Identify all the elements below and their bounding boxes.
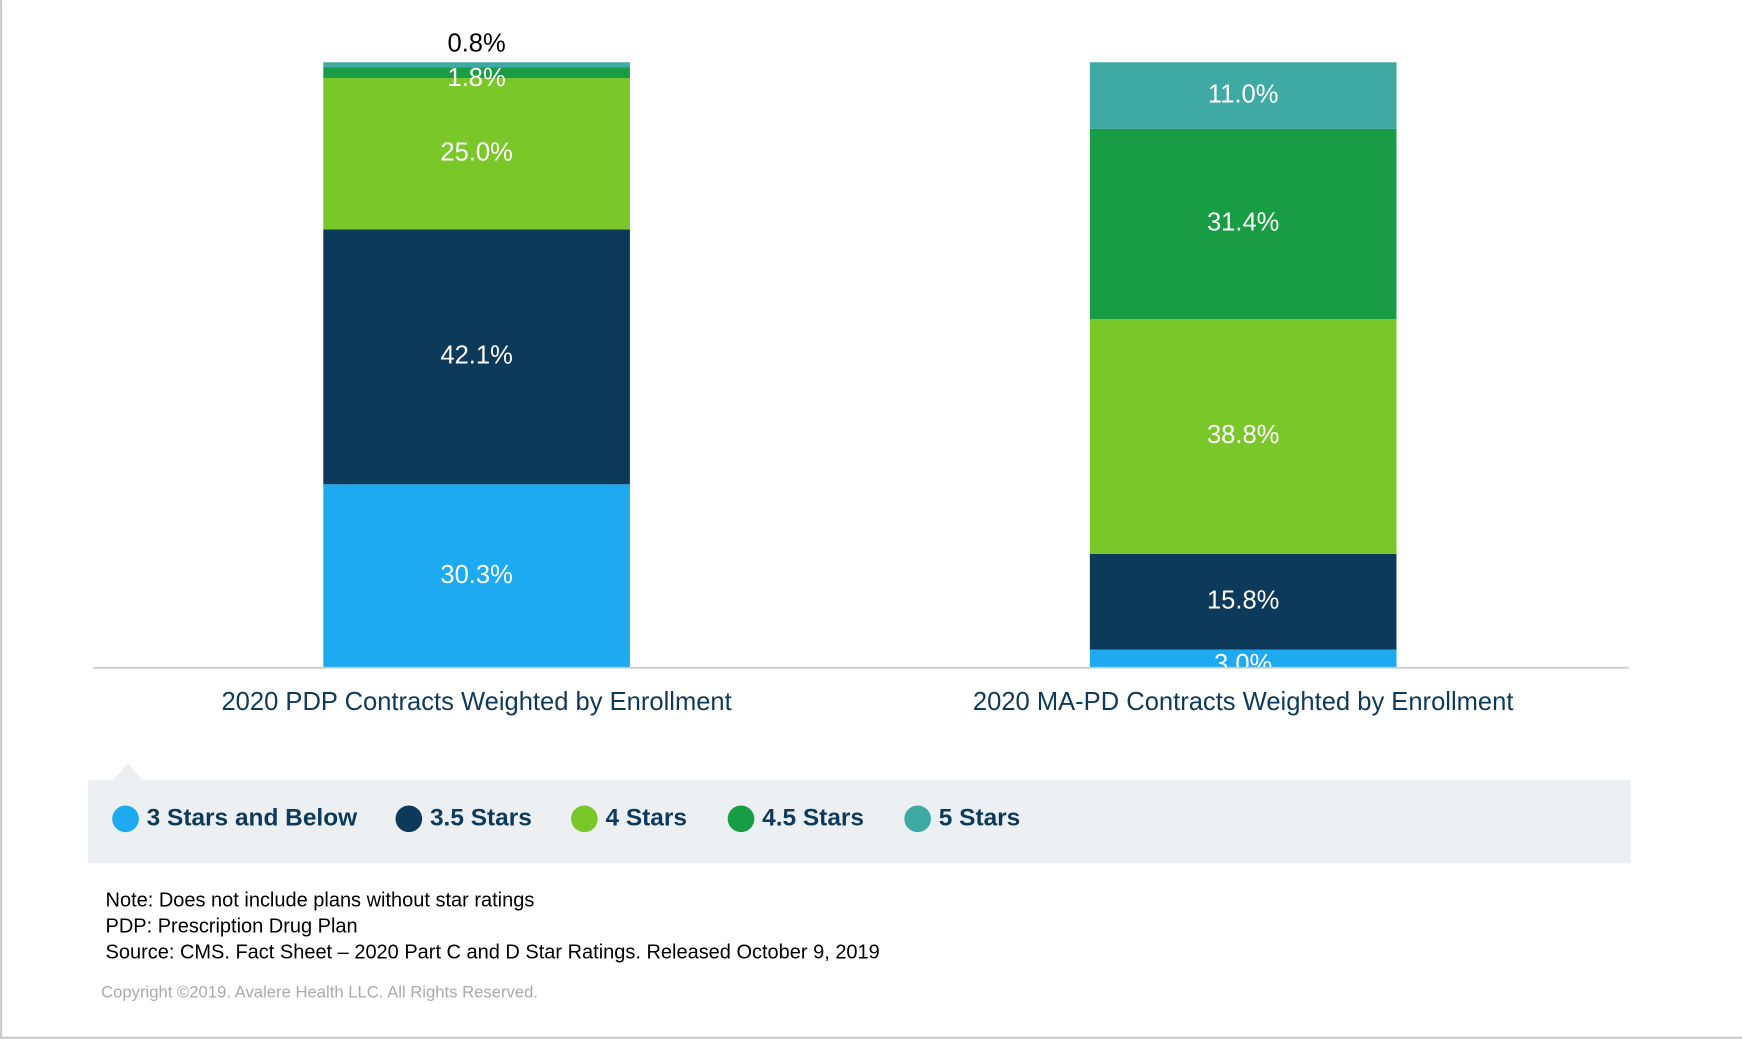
note: Source: CMS. Fact Sheet – 2020 Part C an… <box>106 942 880 964</box>
bar-segment <box>323 62 630 68</box>
value-label: 31.4% <box>1207 209 1279 237</box>
legend-label: 3.5 Stars <box>430 804 532 831</box>
copyright: Copyright ©2019. Avalere Health LLC. All… <box>101 983 538 1002</box>
legend-swatch <box>395 805 423 833</box>
legend-swatch <box>571 805 598 833</box>
note: Note: Does not include plans without sta… <box>106 889 535 911</box>
bar-segment <box>1089 553 1397 650</box>
bar-segment <box>1089 128 1397 320</box>
value-label: 11.0% <box>1208 80 1279 108</box>
bar-segment <box>1089 319 1397 554</box>
value-label: 3.0% <box>1214 650 1272 678</box>
legend-swatch <box>112 805 139 833</box>
value-label: 25.0% <box>440 138 512 166</box>
value-label: 1.8% <box>447 64 505 92</box>
legend-box <box>87 779 1631 864</box>
value-label: 30.3% <box>440 561 512 589</box>
value-label: 42.1% <box>440 342 512 370</box>
bar-segment <box>323 484 630 668</box>
value-label: 0.8% <box>447 29 505 57</box>
legend-swatch <box>904 805 931 833</box>
legend-label: 5 Stars <box>939 804 1021 831</box>
legend-label: 4 Stars <box>605 804 687 831</box>
value-label: 38.8% <box>1207 421 1279 449</box>
x-tick-label: 2020 PDP Contracts Weighted by Enrollmen… <box>221 688 731 716</box>
legend-pointer <box>113 763 143 780</box>
bar-segment <box>323 78 630 230</box>
legend-label: 4.5 Stars <box>762 804 864 831</box>
legend-label: 3 Stars and Below <box>147 804 358 831</box>
legend-swatch <box>727 805 755 833</box>
bar-segment <box>323 67 630 79</box>
x-tick-label: 2020 MA-PD Contracts Weighted by Enrollm… <box>973 688 1514 716</box>
bar-segment <box>323 229 630 485</box>
note: PDP: Prescription Drug Plan <box>106 915 358 937</box>
value-label: 15.8% <box>1207 587 1279 615</box>
bar-segment <box>1089 62 1397 129</box>
bar-segment <box>1089 649 1397 668</box>
